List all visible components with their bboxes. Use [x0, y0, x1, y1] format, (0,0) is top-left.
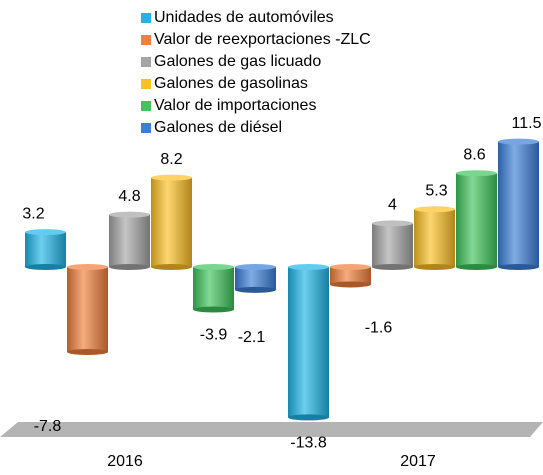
x-tick-label: 2016: [107, 453, 143, 470]
data-label: 4.8: [118, 188, 140, 205]
legend-label: Valor de reexportaciones -ZLC: [154, 31, 371, 48]
bar-cap: [151, 174, 192, 181]
data-label: -1.6: [365, 320, 393, 337]
bar-cap: [414, 206, 455, 213]
legend-label: Galones de gasolinas: [154, 75, 308, 92]
legend-swatch: [141, 13, 151, 23]
data-label: -2.1: [238, 329, 266, 346]
bar-cap: [25, 264, 66, 270]
bar-cap: [151, 264, 192, 270]
bar: [235, 267, 276, 290]
bar-cap: [456, 170, 497, 177]
bar-cap: [456, 264, 497, 270]
bar-cap: [288, 414, 329, 421]
bar-cap: [235, 286, 276, 293]
data-label: 8.6: [463, 146, 485, 163]
bar-cap: [288, 264, 329, 270]
data-label: 3.2: [22, 205, 44, 222]
bar: [456, 173, 497, 267]
data-label: 8.2: [160, 151, 182, 168]
bar: [414, 209, 455, 267]
legend-swatch: [141, 57, 151, 67]
bar-cap: [109, 211, 150, 218]
legend-swatch: [141, 101, 151, 111]
legend-label: Galones de gas licuado: [154, 53, 321, 70]
bar: [498, 141, 539, 267]
bar-cap: [235, 264, 276, 270]
legend-swatch: [141, 123, 151, 133]
x-tick-label: 2017: [400, 453, 436, 470]
bar-cap: [498, 138, 539, 145]
bar: [151, 177, 192, 267]
bar-cap: [193, 306, 234, 313]
bar: [109, 214, 150, 267]
data-label: 11.5: [512, 115, 542, 132]
bar-cap: [67, 264, 108, 270]
bar: [288, 267, 329, 418]
bar-cap: [25, 229, 66, 236]
data-label: 4: [388, 197, 397, 214]
bar: [67, 267, 108, 353]
bar: [193, 267, 234, 310]
bar-cap: [109, 264, 150, 270]
bar-cap: [372, 220, 413, 227]
legend-label: Valor de importaciones: [154, 97, 316, 114]
bar-cap: [67, 349, 108, 356]
bar-cap: [193, 264, 234, 270]
bar-cap: [498, 264, 539, 270]
bar-cap: [330, 264, 371, 270]
legend-swatch: [141, 79, 151, 89]
bar: [372, 223, 413, 267]
data-label: -13.8: [290, 435, 327, 452]
legend-swatch: [141, 35, 151, 45]
bar-cap: [372, 264, 413, 270]
data-label: -3.9: [200, 327, 228, 344]
bar: [330, 267, 371, 285]
floor: [0, 422, 543, 437]
legend-label: Galones de diésel: [154, 119, 282, 136]
bar-cap: [414, 264, 455, 270]
data-label: -7.8: [34, 418, 62, 435]
bar-cap: [330, 281, 371, 288]
legend-label: Unidades de automóviles: [154, 9, 334, 26]
bar: [25, 232, 66, 267]
data-label: 5.3: [425, 182, 447, 199]
